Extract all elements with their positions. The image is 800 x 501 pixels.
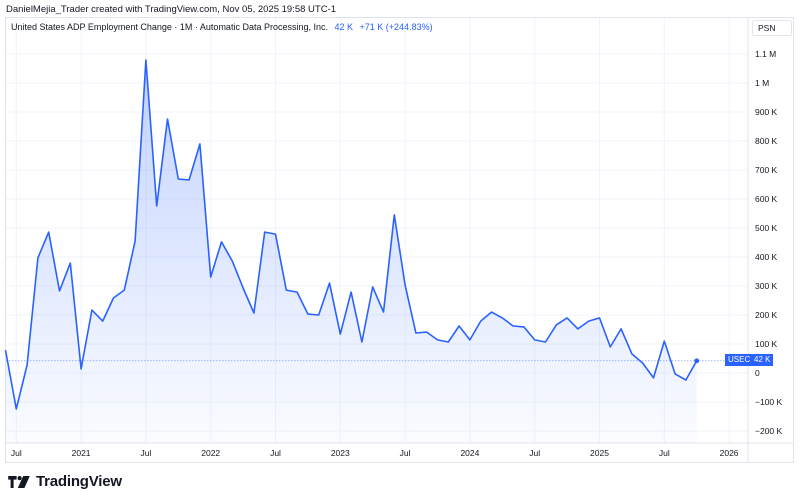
y-tick-label: 1.1 M bbox=[755, 49, 776, 59]
y-tick-label: 200 K bbox=[755, 310, 778, 320]
tradingview-logo[interactable]: TradingView bbox=[8, 473, 122, 490]
series-legend[interactable]: United States ADP Employment Change · 1M… bbox=[11, 22, 433, 32]
y-tick-label: 800 K bbox=[755, 136, 778, 146]
y-tick-label: 400 K bbox=[755, 252, 778, 262]
scale-mode-button[interactable]: PSN bbox=[752, 20, 792, 36]
x-tick-label: 2023 bbox=[331, 448, 350, 458]
area-fill bbox=[5, 60, 697, 443]
x-tick-label: 2022 bbox=[201, 448, 220, 458]
y-tick-label: 100 K bbox=[755, 339, 778, 349]
last-value-badge: 42 K bbox=[751, 354, 774, 366]
x-tick-label: Jul bbox=[270, 448, 281, 458]
y-tick-label: −200 K bbox=[755, 426, 783, 436]
x-tick-label: Jul bbox=[11, 448, 22, 458]
brand-name: TradingView bbox=[36, 473, 122, 490]
y-tick-label: 700 K bbox=[755, 165, 778, 175]
x-tick-label: 2024 bbox=[460, 448, 479, 458]
legend-title: United States ADP Employment Change · 1M… bbox=[11, 22, 328, 32]
y-tick-label: 900 K bbox=[755, 107, 778, 117]
y-tick-label: 0 bbox=[755, 368, 760, 378]
legend-last-value: 42 K bbox=[334, 22, 354, 32]
time-scale: Jul 2021 Jul 2022 Jul 2023 Jul 2024 Jul 2025 Jul 20… bbox=[11, 448, 739, 458]
chart-credit: DanielMejia_Trader created with TradingV… bbox=[6, 4, 337, 15]
legend-change: +71 K (+244.83%) bbox=[359, 22, 433, 32]
y-tick-label: 1 M bbox=[755, 78, 769, 88]
x-tick-label: Jul bbox=[140, 448, 151, 458]
x-tick-label: 2025 bbox=[590, 448, 609, 458]
tradingview-logo-icon bbox=[8, 475, 30, 488]
x-tick-label: Jul bbox=[659, 448, 670, 458]
symbol-badge: USEC bbox=[725, 354, 754, 366]
x-tick-label: Jul bbox=[400, 448, 411, 458]
x-tick-label: 2021 bbox=[72, 448, 91, 458]
x-tick-label: 2026 bbox=[720, 448, 739, 458]
y-tick-label: −100 K bbox=[755, 397, 783, 407]
last-value-dot bbox=[694, 358, 700, 364]
y-tick-label: 600 K bbox=[755, 194, 778, 204]
y-tick-label: 300 K bbox=[755, 281, 778, 291]
x-tick-label: Jul bbox=[529, 448, 540, 458]
price-scale: 1.1 M 1 M 900 K 800 K 700 K 600 K 500 K 400 K 30… bbox=[755, 49, 783, 436]
y-tick-label: 500 K bbox=[755, 223, 778, 233]
series-line bbox=[4, 59, 698, 410]
